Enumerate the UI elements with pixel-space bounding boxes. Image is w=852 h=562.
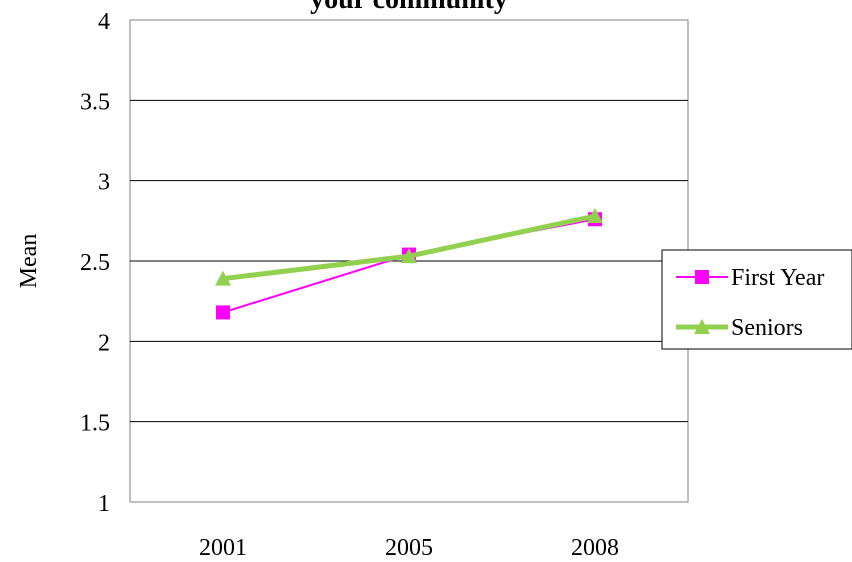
- legend-label: Seniors: [731, 315, 803, 341]
- legend: First Year Seniors: [661, 249, 852, 350]
- y-tick-label: 3: [98, 170, 110, 196]
- x-tick-label: 2008: [571, 535, 619, 561]
- series-lines: [215, 208, 603, 320]
- y-tick-label: 3.5: [80, 89, 110, 115]
- legend-box: [661, 249, 852, 350]
- legend-marker: [695, 270, 709, 284]
- data-point: [587, 208, 603, 224]
- grid-lines: [130, 99, 688, 423]
- y-axis-label: Mean: [16, 234, 42, 289]
- y-axis-ticks: 1 1.5 2 2.5 3 3.5 4: [80, 9, 110, 517]
- data-point: [215, 270, 231, 286]
- legend-marker: [694, 319, 710, 334]
- chart-title: your community: [310, 0, 508, 15]
- x-tick-label: 2005: [385, 535, 433, 561]
- y-tick-label: 2: [98, 330, 110, 356]
- y-tick-label: 1.5: [80, 411, 110, 437]
- y-tick-label: 1: [98, 491, 110, 517]
- data-point: [216, 305, 230, 320]
- legend-label: First Year: [731, 265, 824, 291]
- x-tick-label: 2001: [199, 535, 247, 561]
- data-point: [401, 248, 417, 264]
- y-tick-label: 4: [98, 9, 110, 35]
- x-axis-ticks: 2001 2005 2008: [199, 535, 619, 561]
- y-tick-label: 2.5: [80, 250, 110, 276]
